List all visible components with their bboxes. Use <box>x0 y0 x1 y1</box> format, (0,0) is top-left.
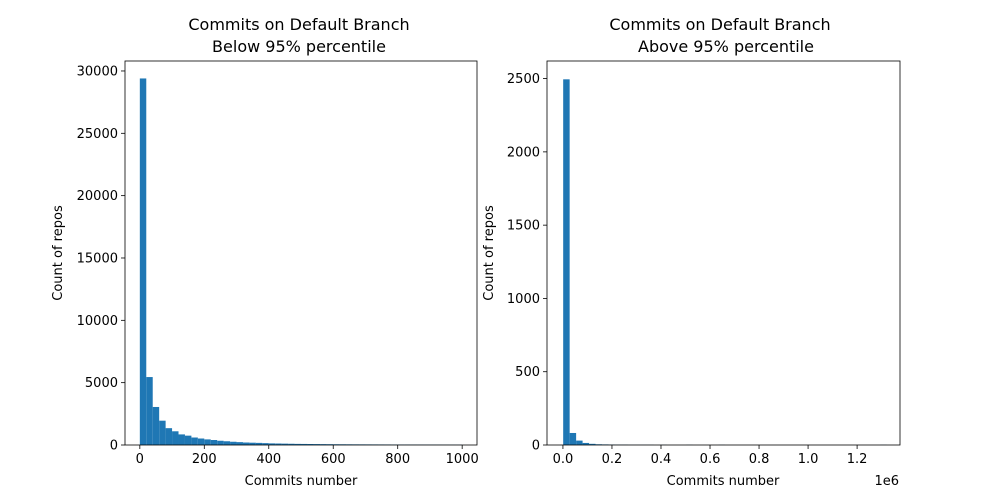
histogram-bar <box>146 377 153 445</box>
histogram-bar <box>262 443 269 445</box>
histogram-bar <box>191 437 198 445</box>
x-axis-label: Commits number <box>245 474 358 489</box>
y-tick-label: 30000 <box>77 64 118 79</box>
y-ticks: 0 500 1000 1500 2000 2500 <box>507 72 547 454</box>
chart-title-line-1: Commits on Default Branch <box>188 15 409 34</box>
x-tick-label: 200 <box>192 452 217 467</box>
histogram-bar <box>197 438 205 445</box>
histogram-bar <box>563 79 570 445</box>
y-tick-label: 5000 <box>85 376 118 391</box>
y-tick-label: 25000 <box>77 127 118 142</box>
histogram-bar <box>223 441 231 445</box>
chart-below-95-percentile: Commits on Default Branch Below 95% perc… <box>51 15 479 489</box>
y-axis-label: Count of repos <box>51 205 66 301</box>
histogram-bar <box>326 444 334 445</box>
histogram-bar <box>165 428 173 445</box>
x-tick-label: 400 <box>256 452 281 467</box>
y-tick-label: 0 <box>532 439 540 454</box>
x-axis-label: Commits number <box>667 474 780 489</box>
histogram-bar <box>242 442 250 445</box>
y-tick-label: 2500 <box>507 72 540 87</box>
histogram-bar <box>230 441 237 445</box>
x-tick-label: 0.4 <box>651 452 672 467</box>
x-tick-label: 0.8 <box>749 452 770 467</box>
y-tick-label: 0 <box>110 439 118 454</box>
chart-title-line-2: Below 95% percentile <box>212 37 386 56</box>
y-tick-label: 10000 <box>77 314 118 329</box>
x-offset-label: 1e6 <box>874 474 899 489</box>
histogram-bar <box>204 439 211 445</box>
plot-frame <box>546 60 901 446</box>
bars <box>139 78 463 446</box>
x-tick-label: 1000 <box>446 452 479 467</box>
x-tick-label: 0.2 <box>602 452 623 467</box>
x-tick-label: 1.2 <box>847 452 868 467</box>
y-tick-label: 1000 <box>507 292 540 307</box>
y-tick-label: 500 <box>515 365 540 380</box>
histogram-bar <box>576 440 583 445</box>
histogram-bar <box>294 443 301 445</box>
histogram-bar <box>301 443 308 445</box>
plot-frame <box>124 60 478 446</box>
histogram-bar <box>320 444 327 445</box>
histogram-bar <box>307 444 314 445</box>
histogram-bar <box>281 443 289 445</box>
histogram-bar <box>255 442 263 445</box>
histogram-bar <box>152 406 160 445</box>
x-ticks: 0 200 400 600 800 1000 <box>136 445 479 467</box>
histogram-bar <box>178 434 185 445</box>
x-tick-label: 800 <box>385 452 410 467</box>
x-tick-label: 1.0 <box>798 452 819 467</box>
histogram-bar <box>217 440 224 445</box>
y-tick-label: 15000 <box>77 251 118 266</box>
histogram-bar <box>288 443 295 445</box>
y-ticks: 0 5000 10000 15000 20000 25000 30000 <box>77 64 125 454</box>
y-tick-label: 20000 <box>77 189 118 204</box>
y-tick-label: 1500 <box>507 219 540 234</box>
histogram-bar <box>184 435 192 445</box>
x-ticks: 0.0 0.2 0.4 0.6 0.8 1.0 1.2 <box>553 445 868 467</box>
histogram-bar <box>249 442 256 445</box>
histogram-bar <box>236 442 243 445</box>
histogram-bar <box>313 444 321 445</box>
x-tick-label: 600 <box>321 452 346 467</box>
histogram-bar <box>210 440 218 445</box>
histogram-bar <box>172 431 179 445</box>
histogram-bar <box>582 442 590 445</box>
histogram-bar <box>139 78 147 446</box>
bars <box>563 79 887 445</box>
histogram-bar <box>569 432 577 445</box>
y-axis-label: Count of repos <box>482 205 497 301</box>
chart-title-line-1: Commits on Default Branch <box>609 15 830 34</box>
y-tick-label: 2000 <box>507 145 540 160</box>
x-tick-label: 0.0 <box>553 452 574 467</box>
histogram-bar <box>268 443 276 445</box>
histogram-bar <box>159 420 166 445</box>
x-tick-label: 0.6 <box>700 452 721 467</box>
histogram-bar <box>275 443 282 445</box>
histogram-bar <box>589 443 596 445</box>
chart-above-95-percentile: Commits on Default Branch Above 95% perc… <box>482 15 901 489</box>
chart-title-line-2: Above 95% percentile <box>638 37 814 56</box>
x-tick-label: 0 <box>136 452 144 467</box>
